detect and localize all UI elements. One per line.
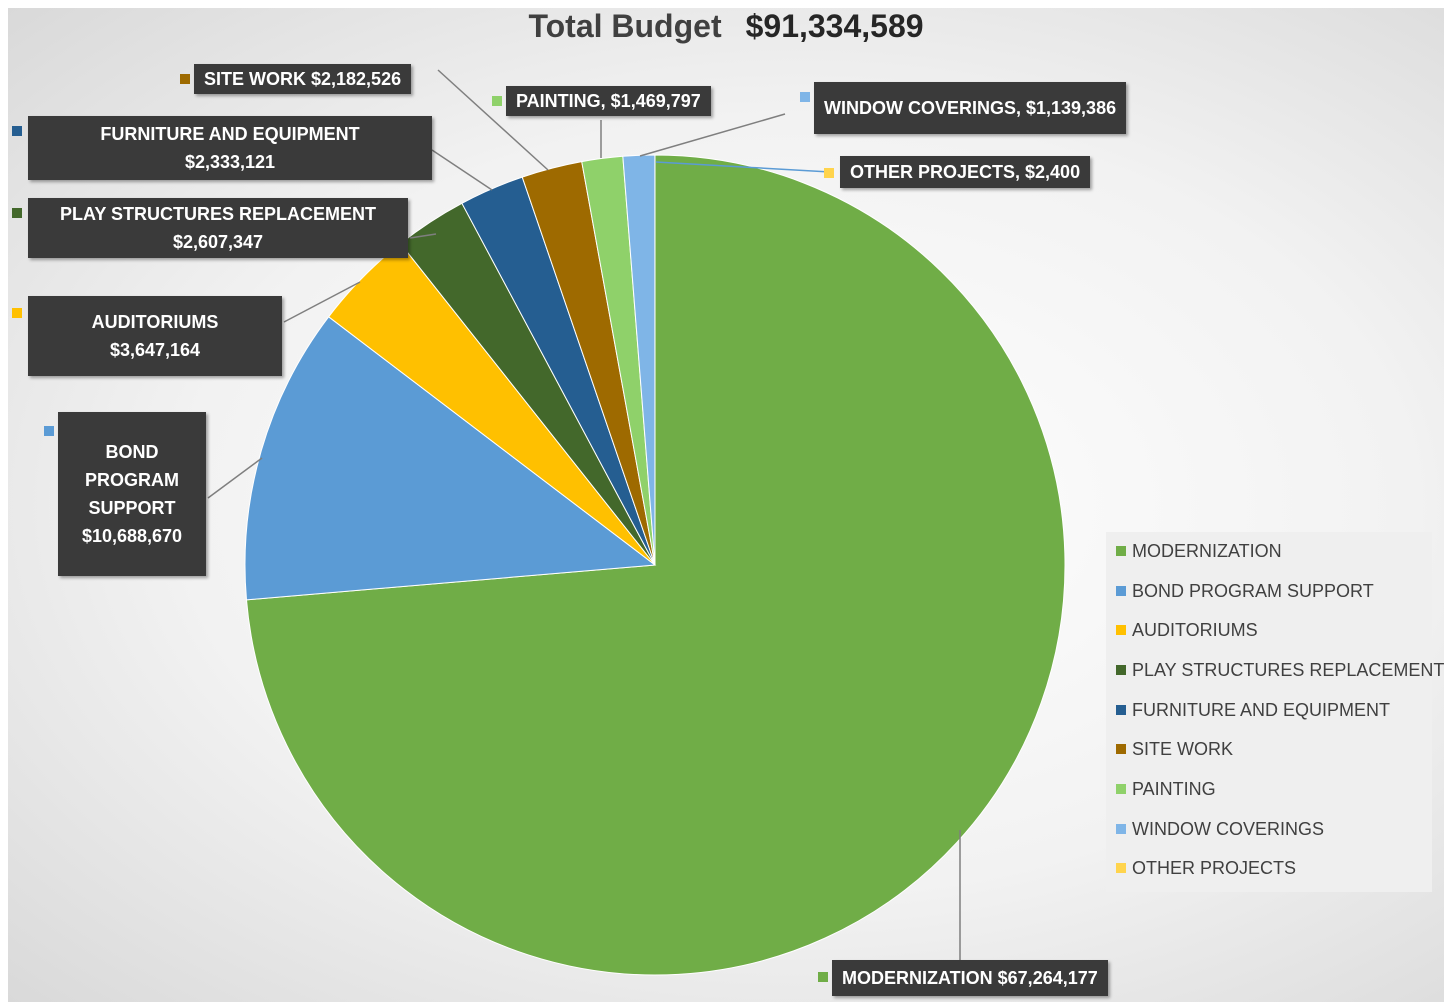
data-label-site: SITE WORK $2,182,526 bbox=[194, 64, 412, 94]
data-label-auditoriums-line2: $3,647,164 bbox=[109, 340, 201, 360]
legend-swatch bbox=[1116, 784, 1126, 794]
legend-label: PLAY STRUCTURES REPLACEMENT bbox=[1132, 659, 1445, 680]
data-label-bond-line2: PROGRAM bbox=[85, 470, 179, 490]
legend-swatch bbox=[1116, 586, 1126, 596]
chart-legend: MODERNIZATION BOND PROGRAM SUPPORT AUDIT… bbox=[1106, 532, 1444, 892]
leader-line-window bbox=[639, 113, 786, 157]
window-marker bbox=[800, 92, 810, 102]
legend-item-other: OTHER PROJECTS bbox=[1116, 857, 1296, 879]
bond-marker bbox=[44, 426, 54, 436]
legend-label: FURNITURE AND EQUIPMENT bbox=[1132, 699, 1391, 720]
data-label-furniture-line2: $2,333,121 bbox=[184, 152, 276, 172]
data-label-window-text: WINDOW COVERINGS, $1,139,386 bbox=[824, 98, 1117, 118]
furniture-marker bbox=[12, 126, 22, 136]
data-label-painting: PAINTING, $1,469,797 bbox=[506, 86, 711, 116]
data-label-painting-text: PAINTING, $1,469,797 bbox=[516, 91, 701, 111]
data-label-modernization-text: MODERNIZATION $67,264,177 bbox=[842, 968, 1098, 988]
auditoriums-marker bbox=[12, 308, 22, 318]
legend-swatch bbox=[1116, 546, 1126, 556]
data-label-play: PLAY STRUCTURES REPLACEMENT $2,607,347 bbox=[28, 198, 408, 258]
data-label-furniture-line1: FURNITURE AND EQUIPMENT bbox=[100, 124, 360, 144]
data-label-play-line2: $2,607,347 bbox=[172, 232, 264, 252]
site-marker bbox=[180, 74, 190, 84]
data-label-bond-line1: BOND bbox=[105, 442, 159, 462]
leader-line-furniture bbox=[431, 149, 493, 191]
data-label-bond: BOND PROGRAM SUPPORT $10,688,670 bbox=[58, 412, 206, 576]
leader-line-auditoriums bbox=[283, 281, 361, 323]
data-label-other: OTHER PROJECTS, $2,400 bbox=[840, 156, 1091, 188]
legend-label: MODERNIZATION bbox=[1132, 540, 1282, 561]
data-label-other-text: OTHER PROJECTS, $2,400 bbox=[850, 162, 1081, 182]
legend-item-play: PLAY STRUCTURES REPLACEMENT bbox=[1116, 659, 1444, 681]
data-label-modernization: MODERNIZATION $67,264,177 bbox=[832, 960, 1108, 996]
legend-label: WINDOW COVERINGS bbox=[1132, 818, 1324, 839]
legend-item-bond: BOND PROGRAM SUPPORT bbox=[1116, 580, 1374, 602]
legend-label: OTHER PROJECTS bbox=[1132, 857, 1297, 878]
legend-swatch bbox=[1116, 705, 1126, 715]
legend-label: SITE WORK bbox=[1132, 738, 1234, 759]
legend-swatch bbox=[1116, 665, 1126, 675]
leader-line-play bbox=[409, 233, 437, 239]
other-marker bbox=[824, 168, 834, 178]
painting-marker bbox=[492, 96, 502, 106]
legend-item-auditoriums: AUDITORIUMS bbox=[1116, 619, 1258, 641]
legend-item-window: WINDOW COVERINGS bbox=[1116, 818, 1324, 840]
legend-swatch bbox=[1116, 744, 1126, 754]
chart-title: Total Budget $91,334,589 bbox=[0, 8, 1452, 45]
data-label-bond-line4: $10,688,670 bbox=[81, 526, 183, 546]
legend-item-modernization: MODERNIZATION bbox=[1116, 540, 1282, 562]
legend-swatch bbox=[1116, 824, 1126, 834]
legend-label: PAINTING bbox=[1132, 778, 1216, 799]
data-label-auditoriums-line1: AUDITORIUMS bbox=[91, 312, 219, 332]
play-marker bbox=[12, 208, 22, 218]
leader-line-bond bbox=[207, 457, 263, 499]
legend-label: AUDITORIUMS bbox=[1132, 619, 1258, 640]
data-label-window: WINDOW COVERINGS, $1,139,386 bbox=[814, 82, 1127, 134]
chart-title-total: $91,334,589 bbox=[745, 8, 924, 44]
modernization-marker bbox=[818, 972, 828, 982]
legend-item-furniture: FURNITURE AND EQUIPMENT bbox=[1116, 699, 1390, 721]
pie-slice-bond-program-support bbox=[244, 316, 657, 601]
chart-title-label: Total Budget bbox=[528, 8, 722, 44]
data-label-furniture: FURNITURE AND EQUIPMENT $2,333,121 bbox=[28, 116, 432, 180]
data-label-bond-line3: SUPPORT bbox=[88, 498, 176, 518]
legend-swatch bbox=[1116, 625, 1126, 635]
legend-swatch bbox=[1116, 863, 1126, 873]
data-label-auditoriums: AUDITORIUMS $3,647,164 bbox=[28, 296, 282, 376]
legend-item-painting: PAINTING bbox=[1116, 778, 1216, 800]
legend-item-site: SITE WORK bbox=[1116, 738, 1233, 760]
leader-line-other bbox=[655, 161, 831, 173]
legend-label: BOND PROGRAM SUPPORT bbox=[1132, 580, 1374, 601]
data-label-site-text: SITE WORK $2,182,526 bbox=[204, 69, 402, 89]
leader-line-site bbox=[437, 69, 549, 171]
data-label-play-line1: PLAY STRUCTURES REPLACEMENT bbox=[59, 204, 377, 224]
